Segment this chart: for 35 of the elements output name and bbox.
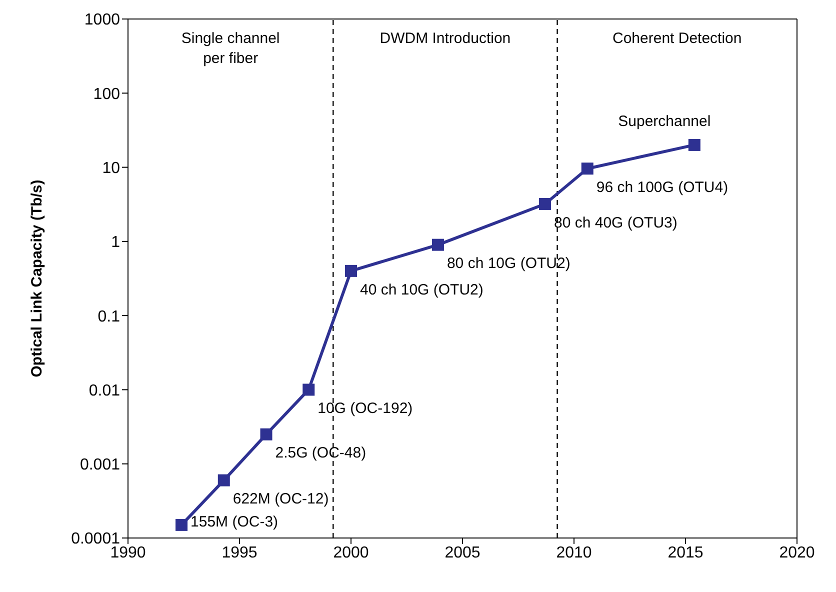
point [176, 518, 188, 531]
annotation: 155M (OC-3) [190, 513, 278, 530]
annotation: 40 ch 10G (OTU2) [360, 281, 484, 298]
point [218, 474, 230, 486]
point [581, 162, 594, 175]
annotation: Single channel per fiber [181, 30, 280, 67]
y-tick-label: 0.01 [88, 382, 120, 400]
annotation: DWDM Introduction [380, 30, 511, 47]
x-tick-label: 2000 [333, 544, 369, 562]
point [432, 238, 444, 251]
x-tick-label: 2005 [444, 544, 480, 562]
x-tick-label: 2015 [668, 544, 704, 562]
x-tick-label: 2010 [556, 544, 592, 562]
y-tick-label: 1000 [84, 12, 120, 29]
y-tick-label: 0.001 [80, 456, 120, 474]
point [302, 384, 315, 396]
annotation: Coherent Detection [612, 30, 742, 47]
annotation: 80 ch 40G (OTU3) [554, 214, 678, 232]
y-tick-label: 1 [111, 234, 120, 252]
point [345, 264, 357, 277]
annotation: 96 ch 100G (OTU4) [596, 178, 728, 196]
annotation: 10G (OC-192) [318, 400, 413, 418]
y-tick-label: 100 [93, 86, 120, 103]
y-tick-label: 0.1 [98, 308, 120, 326]
annotation: Superchannel [618, 112, 711, 130]
annotation: 622M (OC-12) [232, 490, 329, 508]
point [260, 428, 272, 440]
y-axis-title: Optical Link Capacity (Tb/s) [28, 180, 46, 378]
x-tick-label: 2020 [779, 544, 815, 562]
x-tick-label: 1995 [222, 544, 258, 562]
annotation: 80 ch 10G (OTU2) [446, 255, 570, 272]
point [688, 138, 700, 151]
y-tick-label: 10 [102, 160, 120, 177]
annotation: 2.5G (OC-48) [275, 444, 366, 462]
point [539, 198, 552, 210]
